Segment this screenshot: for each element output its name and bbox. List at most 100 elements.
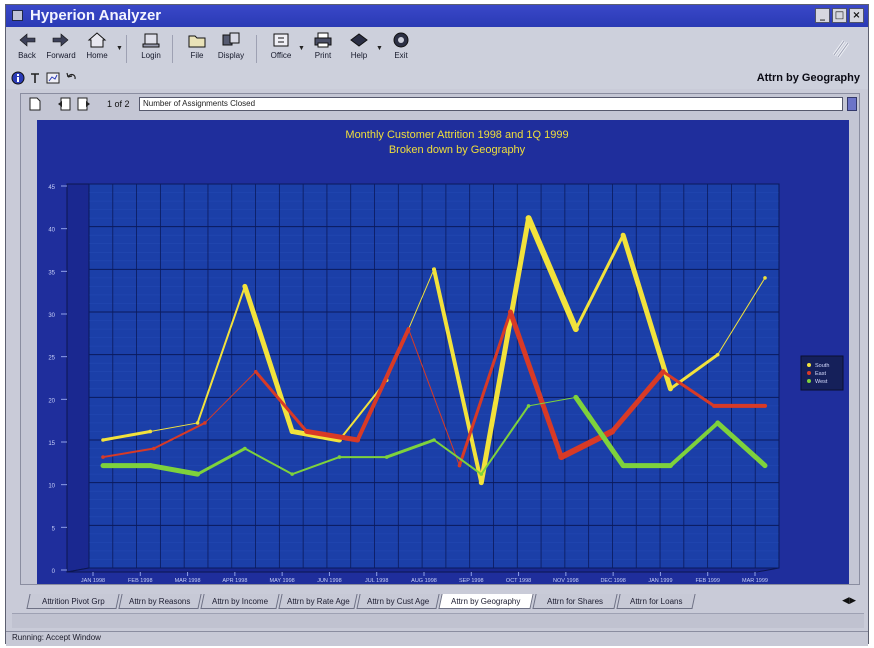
data-point — [526, 404, 531, 408]
legend-marker — [807, 363, 811, 367]
data-point — [715, 421, 720, 425]
series-segment — [620, 232, 673, 392]
home-button[interactable]: Home — [80, 31, 114, 61]
series-west — [100, 394, 768, 477]
x-tick-label: OCT 1998 — [506, 578, 531, 584]
y-tick-label: 10 — [48, 484, 55, 490]
title-bar[interactable]: Hyperion Analyzer _ □ × — [6, 5, 868, 27]
maximize-button[interactable]: □ — [832, 8, 847, 23]
tab-label: Attrn for Shares — [546, 597, 604, 606]
tab-attrn-for-loans[interactable]: Attrn for Loans — [616, 594, 696, 609]
office-dropdown-icon[interactable]: ▼ — [298, 45, 305, 52]
data-point — [621, 233, 625, 237]
data-point — [290, 429, 294, 434]
x-tick-label: DEC 1998 — [600, 578, 625, 584]
tab-attrn-for-shares[interactable]: Attrn for Shares — [532, 594, 618, 609]
data-point — [508, 310, 513, 314]
tab-scroll-arrows[interactable]: ◀▶ — [842, 595, 856, 605]
data-point — [148, 463, 153, 468]
data-point — [290, 472, 294, 476]
undo-icon[interactable] — [64, 71, 78, 85]
series-segment — [432, 267, 484, 485]
home-dropdown-icon[interactable]: ▼ — [116, 45, 123, 52]
tab-attrn-by-geography[interactable]: Attrn by Geography — [438, 594, 534, 609]
series-segment — [196, 285, 246, 424]
file-button[interactable]: File — [180, 31, 214, 61]
measure-dropdown-button[interactable] — [847, 97, 857, 111]
text-tool-icon[interactable] — [28, 71, 42, 85]
login-icon — [142, 33, 160, 48]
data-point — [195, 421, 200, 425]
file-icon — [188, 35, 206, 48]
print-button[interactable]: Print — [306, 31, 340, 61]
tab-attrn-by-reasons[interactable]: Attrn by Reasons — [118, 594, 202, 609]
data-point — [304, 429, 309, 434]
tab-attrition-pivot-grp[interactable]: Attrition Pivot Grp — [26, 594, 120, 609]
series-segment — [304, 428, 361, 443]
measure-selector[interactable]: Number of Assignments Closed — [139, 97, 843, 111]
series-segment — [101, 429, 152, 442]
y-tick-label: 25 — [48, 356, 55, 362]
hyperion-logo-icon — [832, 40, 850, 58]
series-segment — [243, 447, 294, 476]
chart-view-icon[interactable] — [46, 71, 60, 85]
data-point — [621, 463, 625, 468]
display-icon — [222, 32, 240, 46]
tab-attrn-by-income[interactable]: Attrn by Income — [200, 594, 280, 609]
print-icon — [314, 32, 332, 48]
tab-attrn-by-rate-age[interactable]: Attrn by Rate Age — [278, 594, 358, 609]
data-point — [253, 369, 258, 374]
office-button[interactable]: Office — [264, 31, 298, 61]
series-segment — [408, 328, 460, 467]
legend-label: West — [815, 379, 828, 385]
data-point — [432, 267, 436, 272]
back-button[interactable]: Back — [10, 31, 44, 61]
series-segment — [355, 327, 411, 442]
tab-label: Attrn by Geography — [451, 597, 521, 606]
office-icon — [273, 33, 289, 47]
series-segment — [573, 394, 626, 469]
data-point — [526, 216, 531, 220]
help-dropdown-icon[interactable]: ▼ — [376, 45, 383, 52]
app-icon — [12, 10, 23, 21]
data-point — [610, 429, 615, 434]
previous-page-icon[interactable] — [57, 97, 71, 111]
series-segment — [574, 233, 625, 331]
exit-button[interactable]: Exit — [384, 31, 418, 61]
series-segment — [149, 422, 199, 432]
series-segment — [717, 277, 766, 356]
x-tick-label: APR 1998 — [222, 578, 247, 584]
horizontal-scrollbar[interactable] — [12, 613, 864, 628]
data-point — [195, 472, 200, 476]
series-segment — [254, 370, 309, 433]
forward-button[interactable]: Forward — [44, 31, 78, 61]
data-point — [479, 472, 484, 476]
login-button[interactable]: Login — [134, 31, 168, 61]
y-tick-label: 20 — [48, 398, 55, 404]
page-icon[interactable] — [29, 97, 41, 111]
info-icon[interactable] — [11, 71, 25, 85]
data-point — [763, 276, 767, 280]
page-indicator: 1 of 2 — [107, 99, 130, 109]
help-button[interactable]: Help — [342, 31, 376, 61]
x-tick-label: NOV 1998 — [553, 578, 579, 584]
data-point — [243, 446, 247, 451]
legend-label: South — [815, 363, 829, 369]
chart-side-wall — [66, 183, 90, 573]
next-page-icon[interactable] — [77, 97, 91, 111]
minimize-button[interactable]: _ — [815, 8, 830, 23]
data-point — [668, 463, 673, 468]
y-tick-label: 40 — [48, 228, 55, 234]
legend-marker — [807, 371, 811, 375]
data-point — [559, 455, 564, 459]
y-tick-label: 0 — [52, 569, 56, 575]
close-button[interactable]: × — [849, 8, 864, 23]
series-segment — [289, 428, 342, 443]
data-point — [712, 404, 716, 408]
display-button[interactable]: Display — [214, 31, 248, 61]
data-point — [203, 421, 207, 425]
report-title: Attrn by Geography — [756, 72, 860, 84]
tab-attrn-by-cust-age[interactable]: Attrn by Cust Age — [356, 594, 440, 609]
x-tick-label: MAR 1999 — [742, 578, 768, 584]
data-point — [243, 284, 247, 289]
